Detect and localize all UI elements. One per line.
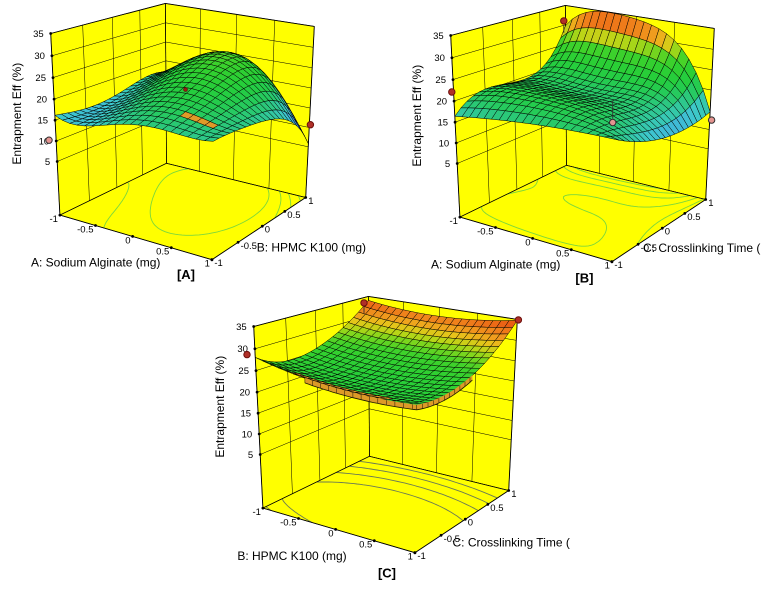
svg-text:25: 25 [435,75,446,86]
svg-text:0: 0 [665,227,670,238]
svg-text:A: Sodium Alginate (mg): A: Sodium Alginate (mg) [431,258,560,272]
svg-text:1: 1 [408,552,413,563]
svg-text:5: 5 [248,450,253,461]
svg-text:35: 35 [433,31,444,42]
svg-text:30: 30 [434,53,445,64]
svg-text:B: HPMC K100 (mg): B: HPMC K100 (mg) [257,240,366,254]
svg-text:-0.5: -0.5 [77,225,93,236]
svg-text:Entrapment Eff (%): Entrapment Eff (%) [213,356,227,458]
svg-text:Entrapment Eff (%): Entrapment Eff (%) [410,65,424,167]
svg-text:0: 0 [525,237,530,248]
svg-text:35: 35 [236,322,247,333]
svg-text:C: Crosslinking Time (: C: Crosslinking Time ( [643,241,760,255]
svg-text:0.5: 0.5 [287,210,300,221]
svg-text:0.5: 0.5 [556,249,569,260]
svg-text:5: 5 [45,157,50,168]
svg-text:25: 25 [35,73,46,84]
svg-text:[C]: [C] [378,565,396,580]
svg-text:0.5: 0.5 [156,247,169,258]
svg-text:-1: -1 [449,216,457,227]
svg-text:0.5: 0.5 [490,503,503,514]
svg-text:25: 25 [238,366,249,377]
svg-text:B: HPMC K100 (mg): B: HPMC K100 (mg) [237,549,346,563]
svg-text:-0.5: -0.5 [280,518,296,529]
svg-text:-1: -1 [417,551,425,562]
svg-text:30: 30 [34,51,45,62]
svg-text:15: 15 [38,116,49,127]
svg-text:1: 1 [708,198,713,209]
svg-text:0.5: 0.5 [687,212,700,223]
svg-text:-1: -1 [614,260,622,271]
svg-text:1: 1 [511,489,516,500]
svg-text:1: 1 [205,259,210,270]
svg-text:20: 20 [240,388,251,399]
svg-text:-0.5: -0.5 [241,241,257,252]
svg-text:C: Crosslinking Time (: C: Crosslinking Time ( [453,536,570,550]
svg-text:0.5: 0.5 [359,540,372,551]
svg-text:-1: -1 [252,507,260,518]
svg-text:[B]: [B] [575,270,593,285]
svg-text:Entrapment Eff (%): Entrapment Eff (%) [10,63,24,165]
svg-text:-1: -1 [49,214,57,225]
svg-text:20: 20 [437,97,448,108]
svg-text:0: 0 [468,518,473,529]
svg-text:1: 1 [605,261,610,272]
svg-text:30: 30 [237,344,248,355]
svg-text:-0.5: -0.5 [444,534,460,545]
svg-text:A: Sodium Alginate (mg): A: Sodium Alginate (mg) [31,256,160,270]
svg-text:[A]: [A] [177,267,195,282]
svg-text:10: 10 [39,136,50,147]
svg-text:0: 0 [265,225,270,236]
svg-text:1: 1 [308,196,313,207]
svg-text:10: 10 [242,429,253,440]
svg-text:-1: -1 [214,258,222,269]
svg-text:0: 0 [125,235,130,246]
svg-text:15: 15 [438,118,449,129]
svg-text:-0.5: -0.5 [641,243,657,254]
svg-text:10: 10 [439,138,450,149]
svg-text:20: 20 [37,95,48,106]
svg-text:5: 5 [445,159,450,170]
svg-text:15: 15 [241,409,252,420]
svg-text:35: 35 [33,29,44,40]
svg-text:0: 0 [328,528,333,539]
svg-text:-0.5: -0.5 [477,227,493,238]
